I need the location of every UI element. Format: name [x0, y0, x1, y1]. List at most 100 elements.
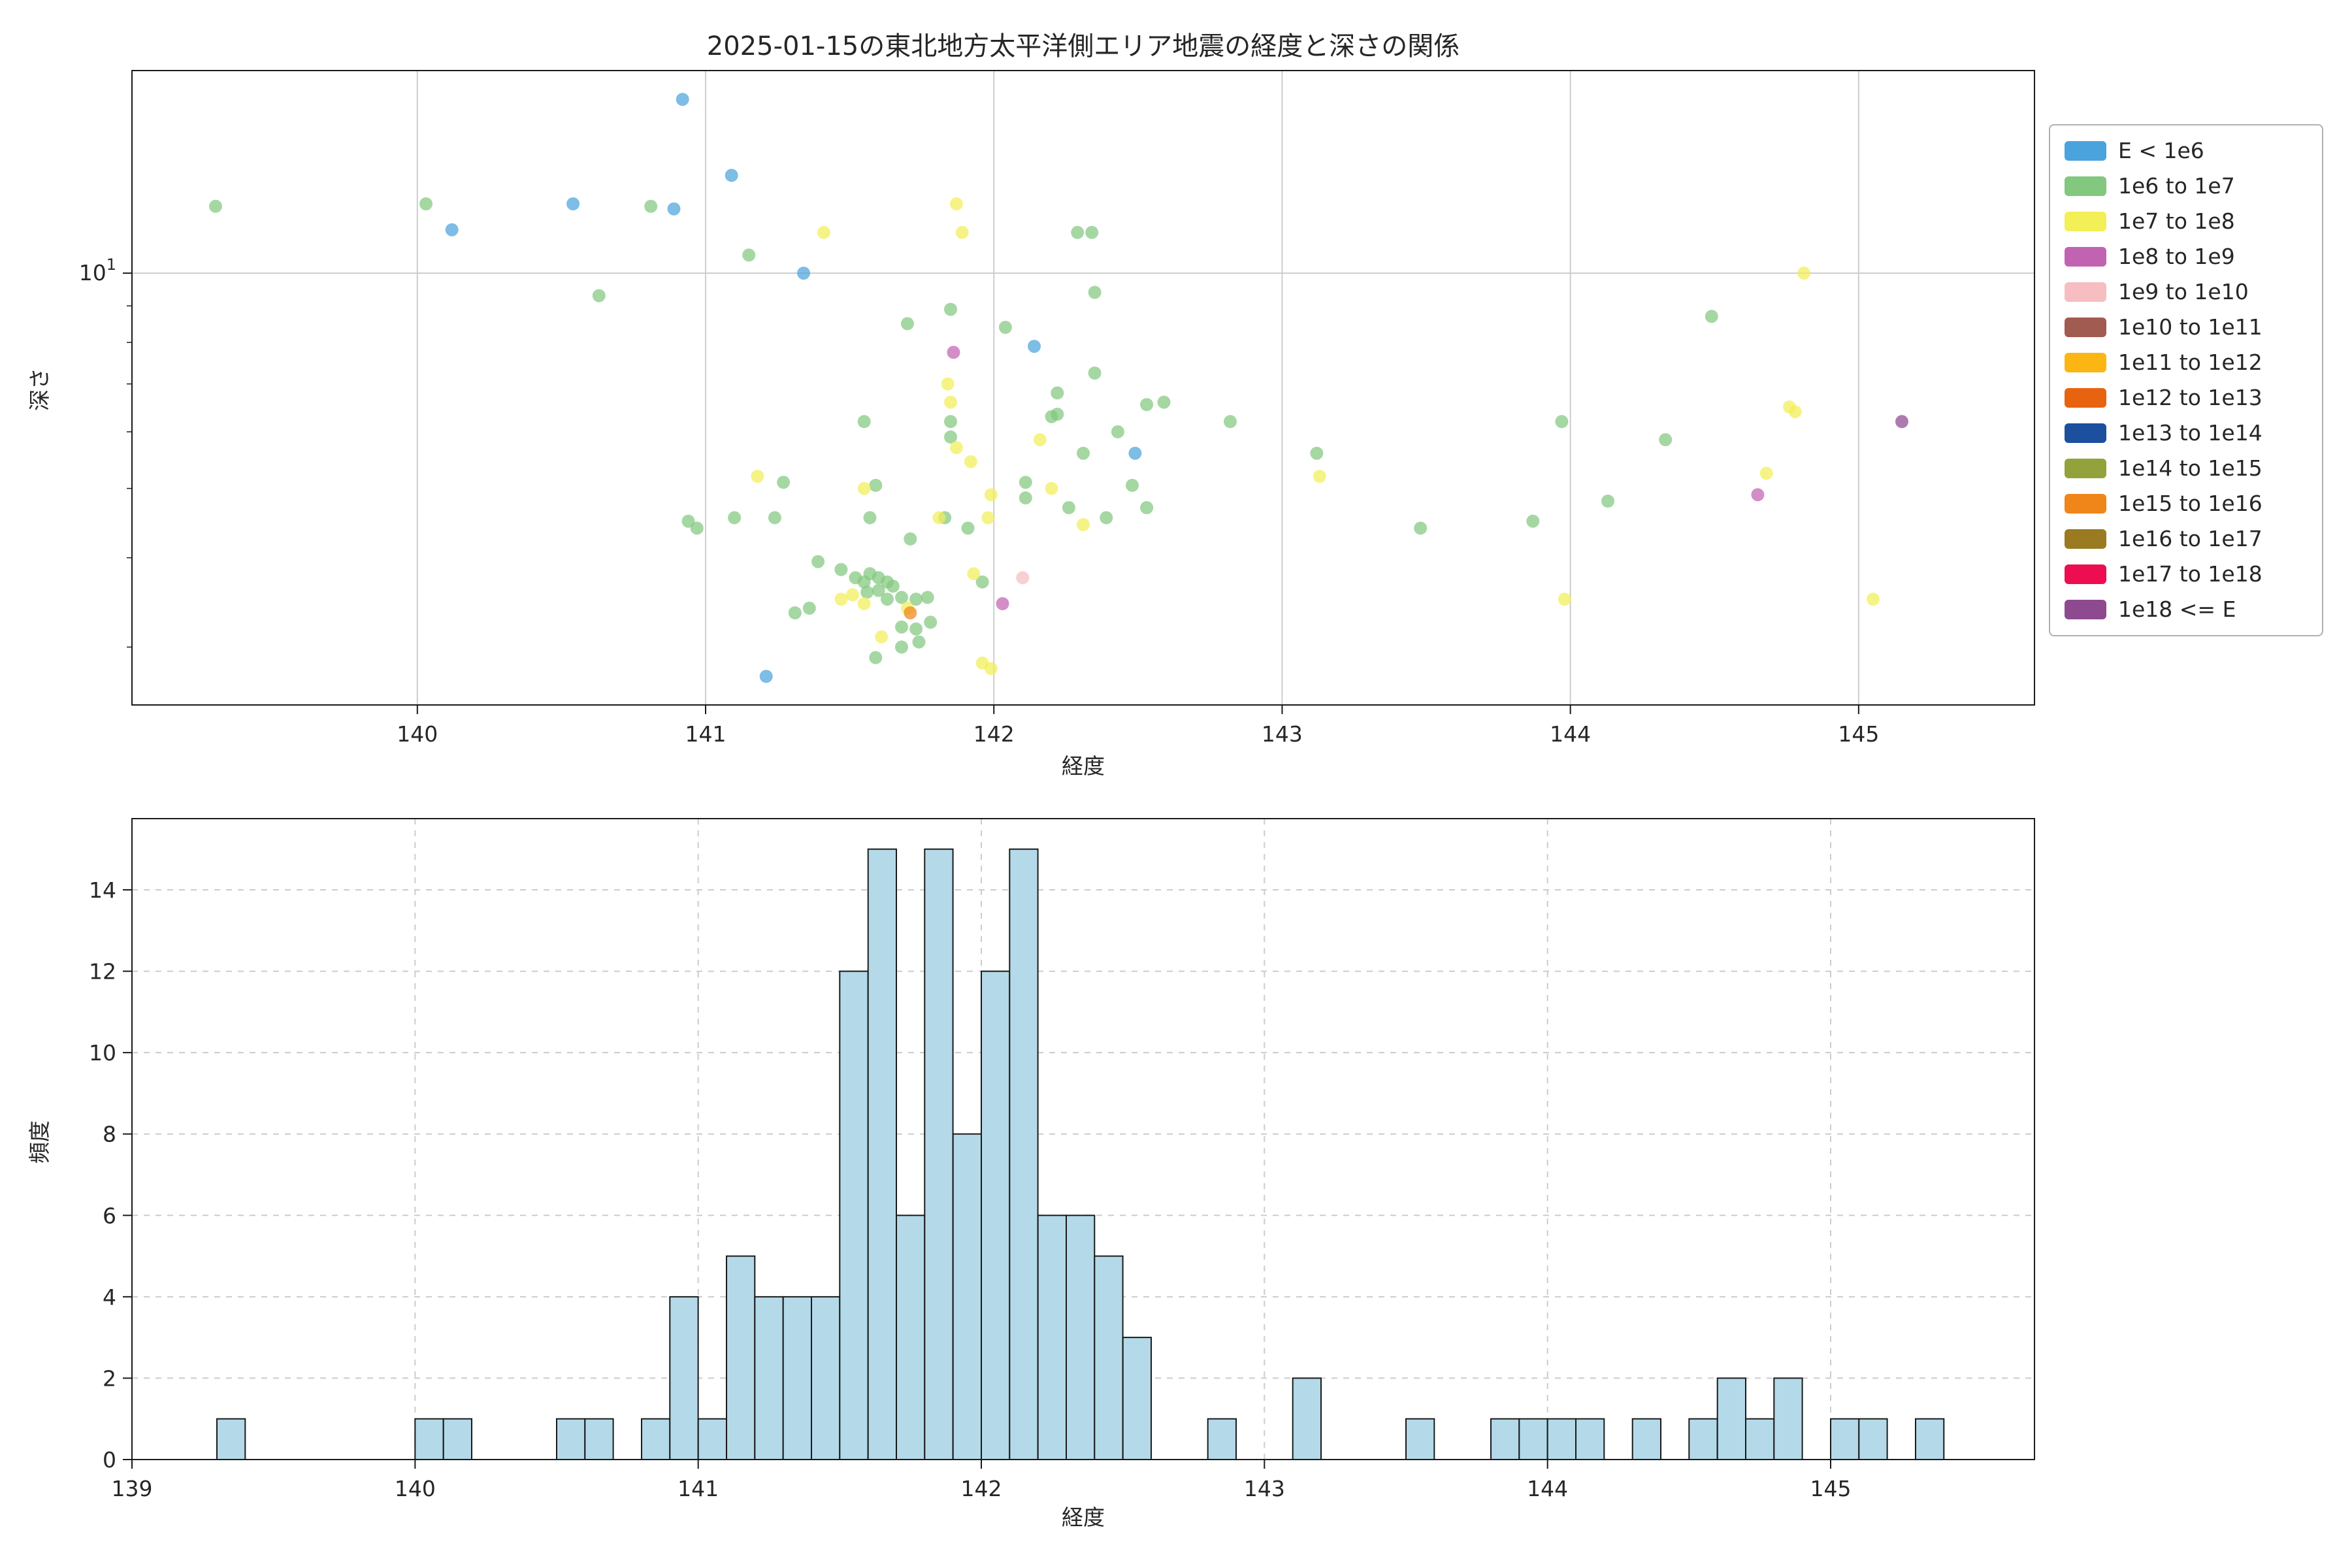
- scatter-point: [895, 620, 908, 634]
- x-tick-label: 142: [961, 1476, 1002, 1501]
- scatter-point: [932, 511, 946, 525]
- scatter-point: [1051, 386, 1064, 400]
- scatter-point: [944, 430, 957, 444]
- hist-bar: [1716, 1377, 1746, 1460]
- legend-label: 1e18 <= E: [2118, 596, 2236, 622]
- x-tick-label: 144: [1550, 721, 1591, 747]
- scatter-point: [846, 588, 859, 602]
- hist-bar: [216, 1418, 246, 1460]
- scatter-point: [797, 267, 810, 280]
- x-tick-label: 145: [1838, 721, 1879, 747]
- scatter-point: [759, 670, 773, 683]
- scatter-point: [1866, 593, 1880, 606]
- scatter-point: [900, 317, 914, 331]
- legend-item: E < 1e6: [2050, 133, 2322, 169]
- scatter-point: [949, 441, 963, 455]
- scatter-point: [1157, 395, 1171, 409]
- hist-bar: [981, 970, 1011, 1460]
- hist-bar: [1575, 1418, 1605, 1460]
- scatter-point: [566, 197, 580, 210]
- legend-label: 1e11 to 1e12: [2118, 350, 2262, 375]
- legend-item: 1e8 to 1e9: [2050, 239, 2322, 274]
- legend-label: 1e10 to 1e11: [2118, 314, 2262, 340]
- legend-item: 1e9 to 1e10: [2050, 274, 2322, 310]
- scatter-point: [1797, 267, 1810, 280]
- scatter-yaxis-label: 深さ: [27, 368, 52, 411]
- legend-swatch: [2065, 600, 2106, 619]
- scatter-point: [1414, 521, 1428, 535]
- legend-box: E < 1e6 1e6 to 1e7 1e7 to 1e8 1e8 to 1e9 1e9…: [2049, 124, 2323, 636]
- scatter-point: [834, 593, 848, 606]
- scatter-point: [996, 597, 1009, 610]
- scatter-point: [1085, 225, 1099, 239]
- legend-label: 1e9 to 1e10: [2118, 279, 2249, 304]
- hist-bar: [1773, 1377, 1803, 1460]
- x-tick-label: 141: [678, 1476, 719, 1501]
- scatter-point: [944, 302, 957, 316]
- legend-swatch: [2065, 529, 2106, 549]
- legend-swatch: [2065, 423, 2106, 443]
- scatter-point: [1601, 495, 1614, 508]
- scatter-point: [1019, 491, 1032, 505]
- axes-frame: [131, 818, 2035, 1460]
- legend-item: 1e10 to 1e11: [2050, 310, 2322, 345]
- scatter-point: [961, 521, 975, 535]
- scatter-point: [984, 662, 998, 676]
- hist-bar: [867, 848, 897, 1460]
- hist-bar: [669, 1296, 699, 1461]
- legend-item: 1e11 to 1e12: [2050, 345, 2322, 380]
- scatter-point: [869, 651, 883, 664]
- scatter-point: [909, 593, 923, 606]
- scatter-point: [1100, 511, 1113, 525]
- y-tick-label: 0: [103, 1447, 116, 1473]
- scatter-point: [681, 514, 695, 528]
- hist-bar: [1207, 1418, 1237, 1460]
- legend-swatch: [2065, 353, 2106, 372]
- scatter-point: [875, 630, 889, 644]
- legend-label: 1e6 to 1e7: [2118, 173, 2235, 199]
- hist-bar: [1122, 1337, 1152, 1460]
- scatter-point: [857, 415, 871, 429]
- hist-bar: [1858, 1418, 1888, 1460]
- hist-bar: [1688, 1418, 1718, 1460]
- scatter-point: [811, 555, 825, 568]
- scatter-point: [1077, 446, 1090, 460]
- scatter-point: [998, 321, 1012, 334]
- legend-label: 1e14 to 1e15: [2118, 455, 2262, 481]
- x-tick-label: 140: [395, 1476, 436, 1501]
- scatter-point: [676, 93, 689, 106]
- scatter-point: [967, 567, 981, 581]
- axes-frame: [131, 70, 2035, 706]
- scatter-point: [1759, 466, 1773, 480]
- legend-swatch: [2065, 494, 2106, 514]
- scatter-point: [742, 248, 756, 262]
- scatter-point: [863, 511, 877, 525]
- scatter-point: [912, 635, 926, 649]
- scatter-point: [881, 593, 894, 606]
- hist-bar: [1066, 1215, 1096, 1461]
- scatter-point: [1028, 340, 1041, 353]
- scatter-point: [1111, 425, 1124, 438]
- legend-label: 1e13 to 1e14: [2118, 420, 2262, 446]
- y-tick-label: 14: [89, 877, 116, 903]
- scatter-point: [909, 622, 923, 636]
- x-tick-label: 145: [1810, 1476, 1852, 1501]
- legend-label: 1e12 to 1e13: [2118, 385, 2262, 410]
- legend-item: 1e13 to 1e14: [2050, 416, 2322, 451]
- scatter-point: [777, 476, 791, 489]
- legend-item: 1e15 to 1e16: [2050, 486, 2322, 521]
- scatter-point: [1019, 476, 1032, 489]
- scatter-point: [817, 225, 830, 239]
- scatter-point: [1126, 478, 1139, 492]
- scatter-point: [904, 532, 917, 546]
- y-tick-label: 8: [103, 1122, 116, 1147]
- scatter-point: [788, 606, 802, 619]
- scatter-point: [1088, 367, 1102, 380]
- hist-bar: [1490, 1418, 1520, 1460]
- legend-swatch: [2065, 176, 2106, 196]
- scatter-point: [751, 470, 764, 483]
- hist-bar: [697, 1418, 727, 1460]
- x-tick-label: 143: [1244, 1476, 1285, 1501]
- scatter-point: [857, 482, 871, 495]
- scatter-xaxis-label: 経度: [1062, 753, 1105, 779]
